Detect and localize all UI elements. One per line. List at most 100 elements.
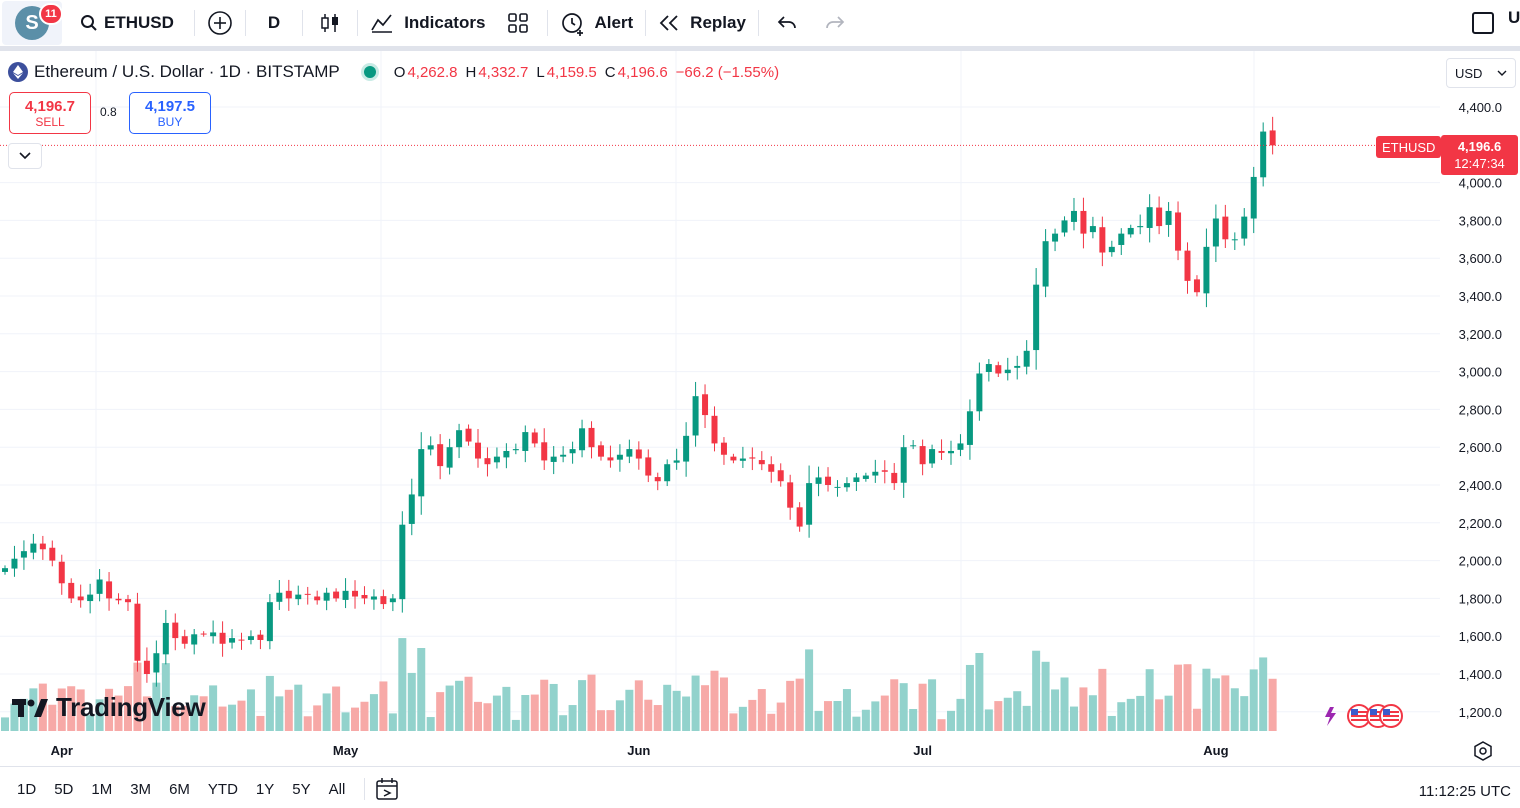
- volume-bar: [814, 710, 823, 731]
- volume-bar: [1268, 678, 1277, 731]
- candle-body: [910, 445, 917, 447]
- candle-body: [96, 579, 103, 594]
- candle-body: [257, 634, 264, 640]
- collapse-legend-button[interactable]: [8, 143, 42, 169]
- volume-bar: [1088, 695, 1097, 731]
- volume-bar: [1164, 695, 1173, 731]
- low-label: L: [536, 63, 545, 81]
- volume-bar: [303, 716, 312, 731]
- undo-icon: [777, 16, 796, 29]
- currency-select[interactable]: USD: [1446, 58, 1516, 88]
- candle-body: [456, 430, 463, 448]
- candle-body: [58, 561, 65, 584]
- fullscreen-icon[interactable]: [1472, 12, 1494, 34]
- price-tick-label: 1,400.0: [1459, 667, 1502, 682]
- candle-body: [380, 596, 387, 605]
- candle-body: [304, 593, 311, 595]
- range-1y-button[interactable]: 1Y: [255, 780, 275, 798]
- economic-events-icons[interactable]: [1320, 703, 1406, 729]
- volume-bar: [1221, 675, 1230, 731]
- candle-body: [427, 445, 434, 450]
- chart-type-button[interactable]: [307, 4, 353, 42]
- range-5d-button[interactable]: 5D: [54, 780, 74, 798]
- candle-body: [124, 599, 131, 603]
- candle-body: [30, 543, 37, 553]
- candle-body: [172, 622, 179, 639]
- us-flag-icon: [1379, 704, 1403, 728]
- interval-button[interactable]: D: [267, 13, 281, 32]
- replay-button[interactable]: Replay: [650, 4, 754, 42]
- price-tick-label: 1,800.0: [1459, 591, 1502, 606]
- candle-body: [437, 444, 444, 467]
- volume-bar: [105, 688, 114, 731]
- month-tick-label: Jun: [627, 743, 650, 758]
- tradingview-watermark[interactable]: TradingView: [12, 692, 206, 723]
- price-tick-label: 3,600.0: [1459, 251, 1502, 266]
- volume-bar: [587, 674, 596, 731]
- volume-bar: [663, 684, 672, 731]
- goto-date-icon[interactable]: [375, 777, 401, 801]
- volume-bar: [1041, 661, 1050, 731]
- replay-label: Replay: [690, 13, 746, 32]
- candle-body: [853, 477, 860, 482]
- price-chart[interactable]: 4,400.0 4,000.0 3,800.0 3,600.0 3,400.0 3,200…: [0, 51, 1520, 766]
- range-all-button[interactable]: All: [328, 780, 346, 798]
- toolbar-divider: [193, 10, 195, 36]
- candle-body: [550, 456, 557, 462]
- volume-bar: [351, 707, 360, 731]
- volume-bar: [928, 679, 937, 731]
- range-1m-button[interactable]: 1M: [91, 780, 113, 798]
- symbol-search-button[interactable]: ETHUSD: [72, 4, 182, 42]
- watermark-text: TradingView: [56, 692, 206, 722]
- high-value: 4,332.7: [478, 63, 529, 81]
- bottom-separator: [0, 766, 1520, 767]
- candle-body: [579, 428, 586, 451]
- candle-body: [891, 472, 898, 484]
- candle-body: [645, 457, 652, 476]
- compare-button[interactable]: [199, 4, 241, 42]
- candle-body: [711, 415, 718, 444]
- layouts-button[interactable]: [493, 4, 543, 42]
- range-1d-button[interactable]: 1D: [17, 780, 37, 798]
- candle-body: [1137, 226, 1144, 228]
- candle-body: [11, 558, 18, 569]
- candle-body: [1260, 131, 1267, 178]
- toolbar-separator: [0, 46, 1520, 51]
- candle-body: [2, 568, 8, 572]
- undo-button[interactable]: [763, 4, 811, 42]
- alert-button[interactable]: Alert: [552, 4, 641, 42]
- volume-bar: [890, 679, 899, 731]
- sell-button[interactable]: 4,196.7 SELL: [9, 92, 91, 134]
- range-6m-button[interactable]: 6M: [169, 780, 190, 798]
- volume-bar: [57, 688, 66, 731]
- volume-bar: [29, 688, 38, 731]
- range-ytd-button[interactable]: YTD: [207, 780, 238, 798]
- symbol-label: ETHUSD: [104, 13, 174, 32]
- candle-body: [664, 464, 671, 482]
- redo-button[interactable]: [811, 4, 859, 42]
- price-tick-label: 2,600.0: [1459, 440, 1502, 455]
- range-5y-button[interactable]: 5Y: [292, 780, 311, 798]
- volume-bar: [965, 664, 974, 731]
- candle-body: [730, 456, 737, 461]
- buy-button[interactable]: 4,197.5 BUY: [129, 92, 211, 134]
- candle-body: [493, 456, 500, 463]
- spread-value: 0.8: [100, 105, 117, 119]
- symbol-title[interactable]: Ethereum / U.S. Dollar · 1D · BITSTAMP: [34, 62, 340, 81]
- volume-bar: [1098, 668, 1107, 731]
- price-tick-label: 3,200.0: [1459, 327, 1502, 342]
- candle-body: [607, 457, 614, 461]
- candle-body: [673, 460, 680, 463]
- volume-bar: [767, 713, 776, 731]
- indicators-button[interactable]: Indicators: [362, 4, 493, 42]
- user-menu-button[interactable]: S 11: [2, 1, 63, 45]
- volume-bar: [1126, 698, 1135, 731]
- volume-bar: [1145, 669, 1154, 731]
- volume-bar: [918, 683, 927, 731]
- gear-icon[interactable]: [1472, 740, 1494, 762]
- time-axis: Apr May Jun Jul Aug: [51, 743, 1229, 758]
- range-3m-button[interactable]: 3M: [130, 780, 152, 798]
- bar-countdown: 12:47:34: [1454, 156, 1505, 171]
- candle-body: [806, 483, 813, 525]
- volume-bar: [1051, 689, 1060, 731]
